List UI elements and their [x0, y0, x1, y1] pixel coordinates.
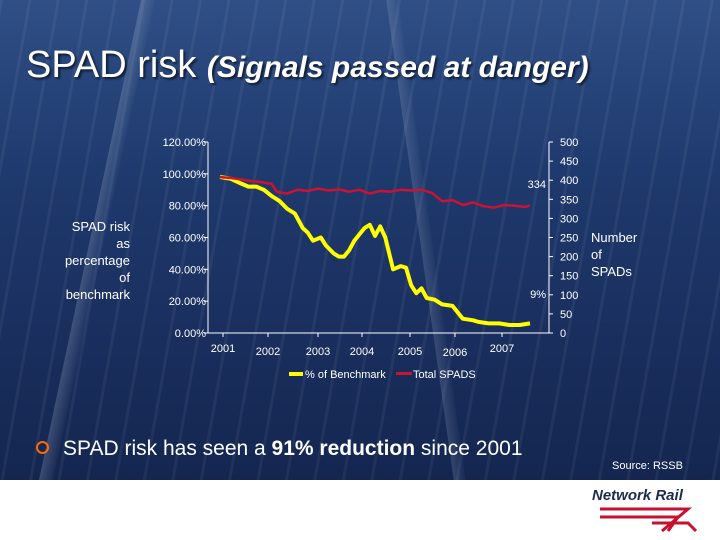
y-left-tick-label: 100.00%: [163, 169, 207, 181]
logo-wordmark: Network Rail: [592, 487, 683, 504]
y-right-tick-label: 0: [560, 328, 566, 340]
legend-swatch-benchmark: [289, 372, 303, 376]
x-tick-label: 2003: [306, 346, 330, 358]
y-right-label-line: Number: [591, 230, 638, 245]
summary-bullet: SPAD risk has seen a 91% reduction since…: [36, 437, 523, 461]
title-main: SPAD risk: [26, 44, 197, 86]
y-right-tick-label: 450: [560, 156, 578, 168]
x-tick-label: 2004: [350, 346, 374, 358]
y-left-label-line: percentage: [64, 253, 130, 268]
spad-line-chart: 120.00% 100.00% 80.00% 60.00% 40.00% 20.00% 0.…: [163, 137, 578, 381]
legend-swatch-total: [396, 372, 412, 375]
x-tick-label: 2007: [490, 343, 514, 355]
y-right-tick-label: 250: [560, 233, 578, 245]
y-axis-left-label: SPAD risk as percentage of benchmark: [40, 218, 130, 303]
y-right-tick-label: 350: [560, 194, 578, 206]
source-note: Source: RSSB: [612, 460, 683, 472]
background-image: [0, 0, 720, 480]
y-right-tick-label: 400: [560, 175, 578, 187]
bullet-text-bold: 91% reduction: [271, 437, 416, 460]
slide-title: SPAD risk (Signals passed at danger): [26, 44, 589, 87]
legend-label-total: Total SPADS: [413, 369, 476, 381]
y-right-label-line: SPADs: [591, 264, 632, 279]
logo-arrows-icon: [600, 507, 698, 533]
y-right-label-line: of: [591, 247, 602, 262]
bullet-text-prefix: SPAD risk has seen a: [63, 437, 272, 460]
y-left-label-line: of: [119, 270, 130, 285]
x-tick-label: 2002: [256, 346, 280, 358]
x-tick-label: 2006: [443, 347, 467, 359]
benchmark-series-line: [219, 175, 531, 327]
y-left-label-line: as: [116, 236, 130, 251]
y-right-tick-label: 500: [560, 137, 578, 149]
y-left-tick-label: 40.00%: [169, 264, 207, 276]
network-rail-logo: Network Rail: [592, 487, 712, 533]
x-tick-label: 2001: [211, 343, 235, 355]
bullet-text-suffix: since 2001: [415, 437, 523, 460]
title-subtitle: (Signals passed at danger): [206, 51, 589, 84]
legend-label-benchmark: % of Benchmark: [305, 369, 386, 381]
total-spads-end-label: 334: [528, 179, 546, 191]
y-axis-right-label: Number of SPADs: [591, 229, 651, 280]
benchmark-end-label: 9%: [530, 289, 546, 301]
bullet-icon: [36, 440, 49, 454]
y-left-tick-label: 80.00%: [169, 201, 207, 213]
y-left-tick-label: 0.00%: [175, 328, 206, 340]
y-right-tick-label: 200: [560, 252, 578, 264]
y-right-tick-label: 100: [560, 290, 578, 302]
y-left-label-line: benchmark: [65, 287, 130, 302]
x-tick-label: 2005: [398, 346, 422, 358]
y-left-label-line: SPAD risk: [71, 219, 130, 234]
total-spads-series-line: [219, 175, 531, 209]
y-right-tick-label: 50: [560, 309, 572, 321]
y-right-tick-label: 300: [560, 213, 578, 225]
y-left-tick-label: 20.00%: [169, 296, 207, 308]
y-left-tick-label: 60.00%: [169, 233, 207, 245]
y-right-tick-label: 150: [560, 271, 578, 283]
y-left-tick-label: 120.00%: [163, 137, 207, 149]
